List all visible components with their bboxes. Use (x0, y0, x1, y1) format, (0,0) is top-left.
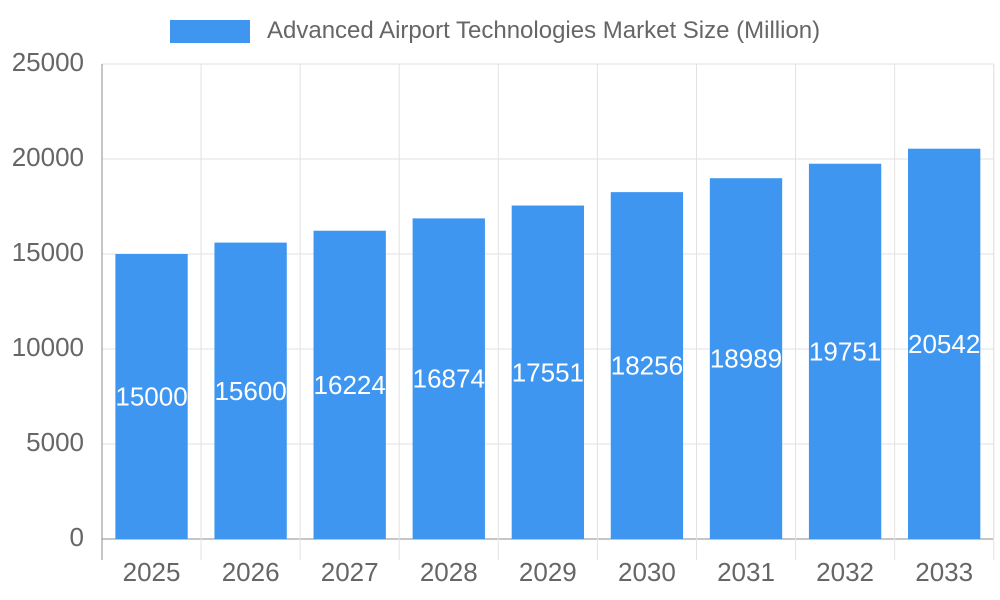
svg-text:15600: 15600 (214, 376, 286, 406)
svg-text:2028: 2028 (420, 557, 478, 587)
svg-text:15000: 15000 (12, 237, 84, 267)
svg-text:17551: 17551 (512, 357, 584, 387)
svg-text:19751: 19751 (809, 336, 881, 366)
svg-text:10000: 10000 (12, 332, 84, 362)
svg-text:16224: 16224 (314, 370, 386, 400)
svg-text:2027: 2027 (321, 557, 379, 587)
svg-text:16874: 16874 (413, 364, 485, 394)
svg-text:18256: 18256 (611, 351, 683, 381)
svg-text:15000: 15000 (115, 382, 187, 412)
svg-text:5000: 5000 (26, 427, 84, 457)
svg-text:2030: 2030 (618, 557, 676, 587)
svg-text:2026: 2026 (222, 557, 280, 587)
svg-text:2033: 2033 (915, 557, 973, 587)
svg-text:0: 0 (70, 522, 84, 552)
svg-text:2025: 2025 (123, 557, 181, 587)
svg-text:2031: 2031 (717, 557, 775, 587)
svg-text:18989: 18989 (710, 344, 782, 374)
svg-text:20000: 20000 (12, 142, 84, 172)
svg-text:20542: 20542 (908, 329, 980, 359)
svg-text:2029: 2029 (519, 557, 577, 587)
svg-text:25000: 25000 (12, 47, 84, 77)
svg-text:2032: 2032 (816, 557, 874, 587)
